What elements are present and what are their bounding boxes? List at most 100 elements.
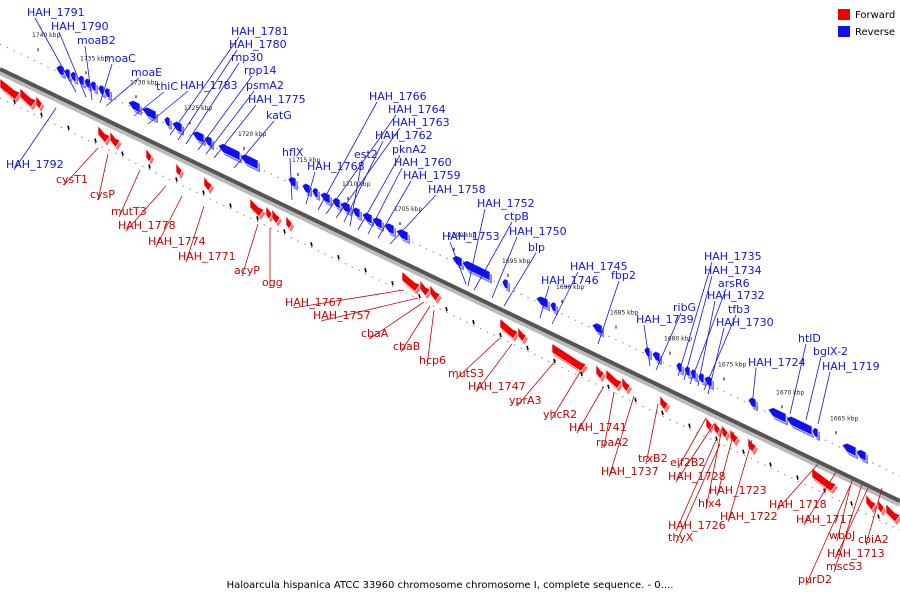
forward-gene-label: HAH_1767: [285, 296, 343, 309]
reverse-gene: [191, 130, 205, 144]
minor-tick: [607, 384, 610, 390]
forward-gene-label-leader: [118, 169, 141, 218]
forward-gene-label-leader: [576, 385, 605, 434]
forward-gene-label-leader: [292, 289, 405, 309]
reverse-gene-label: HAH_1762: [375, 129, 433, 142]
reverse-gene-label: est2: [354, 148, 378, 161]
forward-gene: [877, 499, 885, 514]
forward-gene-label: thyX: [668, 531, 694, 544]
reverse-gene-label-leader: [289, 157, 293, 201]
forward-gene: [865, 493, 877, 511]
reverse-gene-label: psmA2: [246, 79, 284, 92]
minor-tick: [499, 332, 502, 338]
minor-tick: [256, 216, 259, 221]
forward-gene-label-leader: [63, 147, 99, 186]
minor-tick: [13, 99, 16, 104]
reverse-gene-label-leader: [551, 271, 579, 325]
forward-gene-label-leader: [550, 371, 581, 421]
reverse-gene-label-leader: [357, 154, 401, 231]
forward-gene: [429, 284, 441, 302]
forward-gene: [203, 175, 213, 192]
minor-tick: [472, 319, 475, 325]
reverse-gene-label: HAH_1752: [477, 197, 535, 210]
reverse-gene-label: HAH_1768: [307, 160, 365, 173]
forward-gene-label: HAH_1728: [668, 470, 726, 483]
forward-gene-label: cysT1: [56, 173, 88, 186]
reverse-gene: [811, 427, 819, 439]
forward-gene-label-leader: [97, 153, 109, 201]
reverse-gene-label-leader: [58, 31, 87, 98]
forward-gene: [109, 130, 121, 148]
reverse-gene: [371, 216, 383, 230]
minor-tick: [877, 514, 880, 519]
forward-gene: [713, 420, 721, 435]
forward-gene: [621, 376, 631, 393]
reverse-gene-label: pknA2: [392, 143, 427, 156]
minor-tick: [580, 371, 583, 377]
minor-tick: [310, 242, 313, 247]
reverse-gene-label-leader: [643, 324, 651, 367]
reverse-gene-label: thiC: [156, 80, 178, 93]
forward-gene: [551, 342, 587, 372]
forward-gene-label-leader: [320, 297, 419, 322]
reverse-gene: [339, 201, 351, 214]
reverse-gene-label: HAH_1734: [704, 264, 762, 277]
reverse-gene-label-leader: [707, 327, 725, 395]
forward-gene-label: HAH_1771: [178, 250, 236, 263]
reverse-gene-label-leader: [305, 171, 316, 205]
reverse-gene-label-leader: [233, 120, 275, 169]
reverse-gene-label-leader: [105, 77, 140, 107]
reverse-gene-label: HAH_1732: [707, 289, 765, 302]
tick-label: 1700 kbp: [448, 232, 476, 239]
forward-gene-label-leader: [677, 417, 707, 469]
minor-tick: [391, 280, 394, 286]
forward-gene-label: HAH_1718: [769, 498, 827, 511]
minor-tick: [553, 358, 556, 364]
forward-gene-label: HAH_1747: [468, 380, 526, 393]
minor-tick: [40, 112, 43, 117]
reverse-gene: [461, 260, 491, 282]
backbone: [0, 67, 900, 503]
forward-gene-label-leader: [125, 185, 167, 232]
reverse-gene: [301, 182, 311, 195]
reverse-gene: [311, 187, 319, 199]
legend-reverse-label: Reverse: [855, 27, 895, 38]
reverse-gene-label-leader: [213, 104, 257, 159]
forward-gene-label-leader: [805, 485, 851, 586]
reverse-gene-label: HAH_1735: [704, 250, 762, 263]
reverse-gene-label: HAH_1739: [636, 313, 694, 326]
forward-gene-label: mscS3: [826, 560, 862, 573]
forward-gene-label: HAH_1741: [569, 421, 627, 434]
reverse-gene-label-leader: [367, 167, 403, 235]
forward-gene-label: HAH_1737: [601, 465, 659, 478]
reverse-gene: [171, 120, 183, 134]
reverse-gene: [549, 301, 557, 313]
reverse-gene-label-leader: [697, 300, 716, 387]
forward-gene-label: trxB2: [638, 452, 668, 465]
minor-tick: [148, 164, 151, 169]
reverse-gene: [361, 212, 373, 225]
tick-label: 1680 kbp: [664, 336, 692, 343]
minor-tick: [67, 125, 70, 130]
forward-gene-label-leader: [608, 395, 635, 478]
forward-gene-label: cbaB: [393, 340, 420, 353]
legend-forward-label: Forward: [855, 10, 895, 21]
forward-gene-label-leader: [603, 391, 615, 449]
forward-gene-label-leader: [645, 403, 659, 465]
tick-label: 1670 kbp: [776, 389, 804, 396]
reverse-gene-label: arsR6: [718, 277, 750, 290]
reverse-gene-label: HAH_1780: [229, 38, 287, 51]
reverse-gene-label: HAH_1753: [442, 230, 500, 243]
reverse-gene: [239, 153, 259, 170]
reverse-gene-label-leader: [13, 107, 57, 171]
reverse-gene: [651, 350, 661, 363]
forward-gene-label: HAH_1717: [796, 513, 854, 526]
forward-gene-label: eif2B2: [670, 456, 705, 469]
minor-tick: [661, 410, 664, 415]
reverse-gene-label: HAH_1724: [748, 356, 806, 369]
tick-label: 1730 kbp: [130, 79, 158, 86]
forward-gene: [721, 424, 729, 439]
forward-gene: [659, 394, 669, 411]
forward-gene: [145, 147, 153, 163]
lower-guide-line: [0, 97, 900, 531]
